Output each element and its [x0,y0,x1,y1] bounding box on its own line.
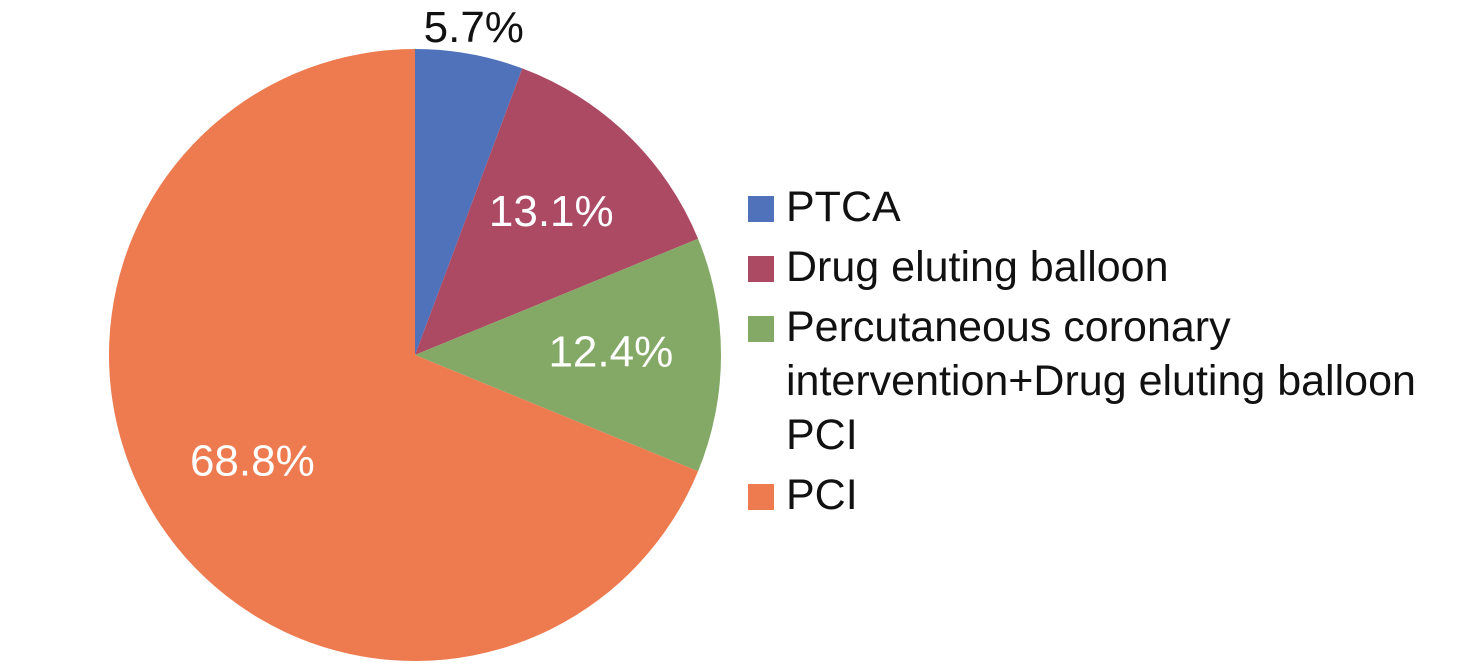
pie-label-ptca: 5.7% [424,3,524,52]
legend-swatch-pci-plus-deb [748,316,774,342]
pie-slice-pci [108,49,699,661]
legend-swatch-ptca [748,196,774,222]
legend-swatch-drug-eluting-balloon [748,256,774,282]
legend-swatch-pci [748,484,774,510]
pie-label-drug-eluting-balloon: 13.1% [489,187,614,236]
legend-item-drug-eluting-balloon: Drug eluting balloon [748,240,1448,294]
pie-slice-ptca [415,49,523,355]
legend-item-ptca: PTCA [748,180,1448,234]
pie-label-pci: 68.8% [190,437,315,486]
legend-label-ptca: PTCA [786,183,901,231]
legend-label-drug-eluting-balloon: Drug eluting balloon [786,243,1169,291]
pie-slice-drug-eluting-balloon [415,68,699,355]
legend-label-pci: PCI [786,471,858,519]
pie-slice-percutaneous-coronary-intervention-drug-eluting-balloon-pci [415,238,721,472]
legend-item-pci-plus-deb: Percutaneous coronary intervention+Drug … [748,300,1448,462]
legend: PTCA Drug eluting balloon Percutaneous c… [748,180,1448,528]
legend-label-pci-plus-deb: Percutaneous coronary intervention+Drug … [786,303,1416,459]
pie-label-percutaneous-coronary-intervention-drug-eluting-balloon-pci: 12.4% [548,328,673,377]
legend-item-pci: PCI [748,468,1448,522]
